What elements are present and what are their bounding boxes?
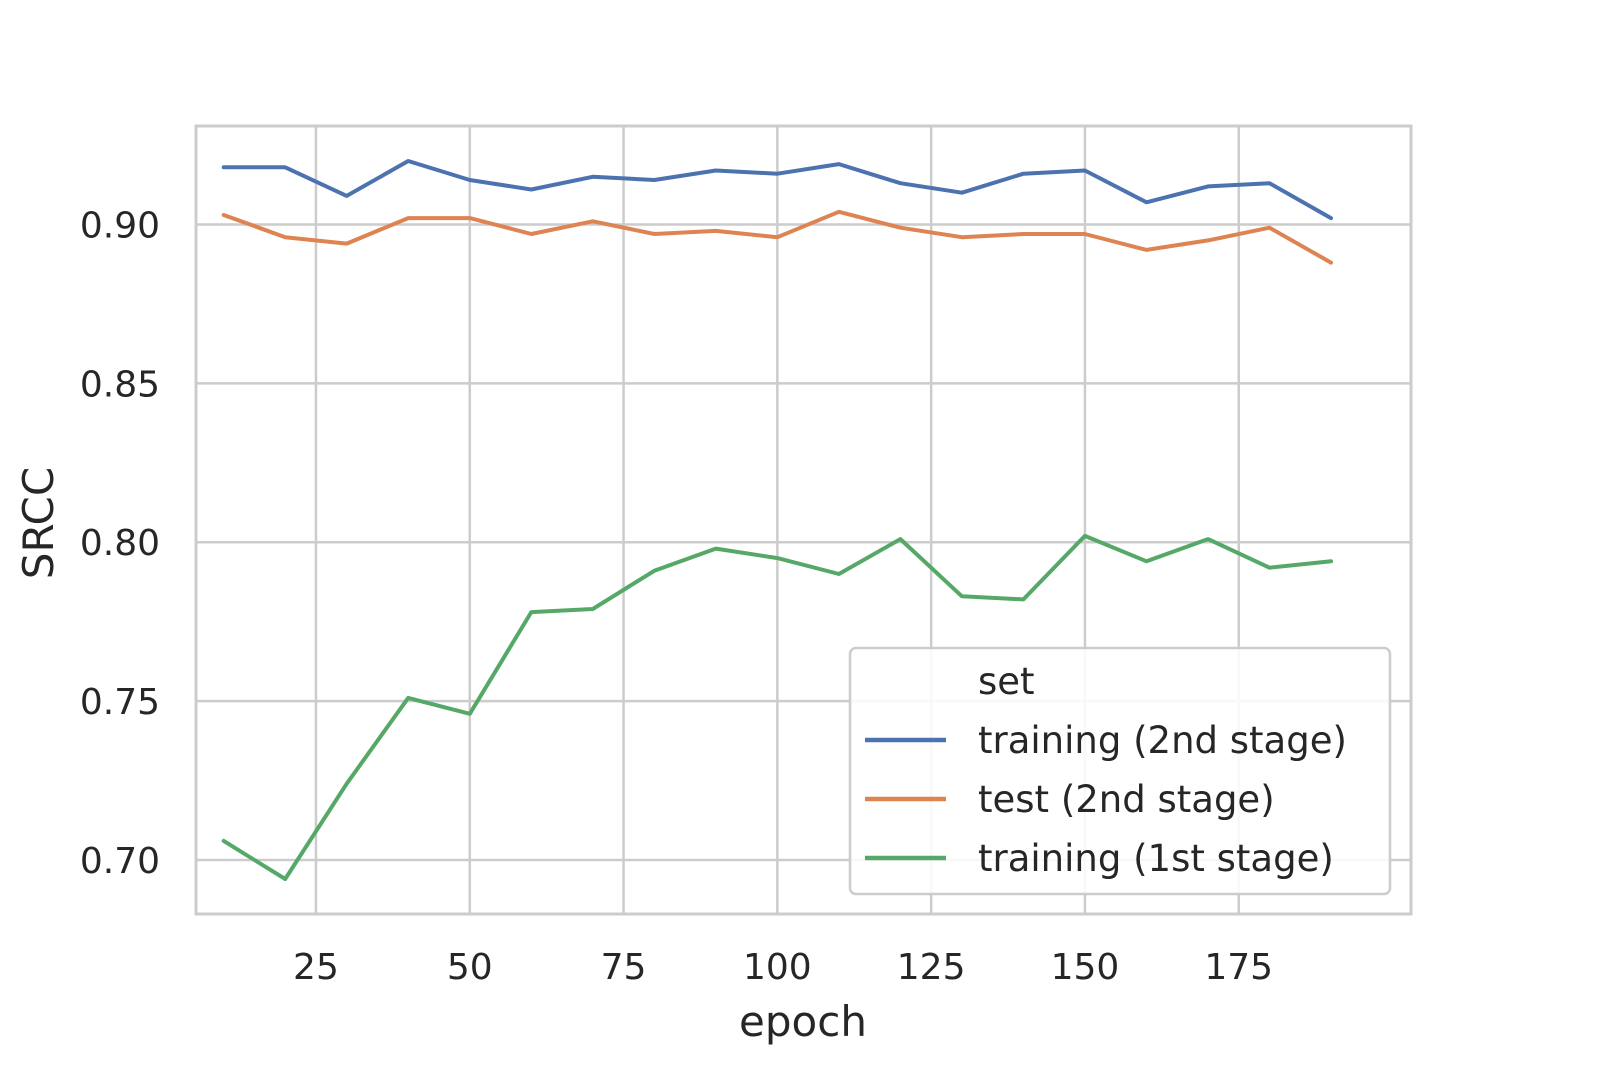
legend-box [848,646,1392,896]
y-tick-label: 0.90 [80,206,160,247]
x-tick-label: 125 [897,947,966,988]
legend-label: training (2nd stage) [978,719,1347,762]
series-lines [221,159,1333,881]
x-tick-label: 75 [601,947,647,988]
x-tick-label: 25 [293,947,339,988]
legend-label: test (2nd stage) [978,778,1275,821]
legend-entries: training (2nd stage) test (2nd stage) trai… [865,719,1347,880]
y-tick-labels: 0.70 0.75 0.80 0.85 0.90 [80,206,160,882]
series-line-1 [221,159,1333,221]
legend-title: set [978,660,1035,703]
y-tick-label: 0.70 [80,841,160,882]
plot-area-frame [194,124,1413,916]
y-axis-title: SRCC [14,467,63,579]
x-tick-label: 50 [447,947,493,988]
y-tick-label: 0.80 [80,523,160,564]
x-tick-labels: 25 50 75 100 125 150 175 [293,947,1273,988]
series-line-2 [221,209,1333,265]
x-axis-title: epoch [739,997,867,1046]
x-tick-label: 100 [743,947,812,988]
legend: set training (2nd stage) test (2nd stage)… [848,646,1392,896]
y-tick-label: 0.75 [80,682,160,723]
series-line-3 [221,533,1333,881]
x-tick-label: 150 [1051,947,1120,988]
legend-label: training (1st stage) [978,837,1334,880]
x-tick-label: 175 [1204,947,1273,988]
y-tick-label: 0.85 [80,364,160,405]
